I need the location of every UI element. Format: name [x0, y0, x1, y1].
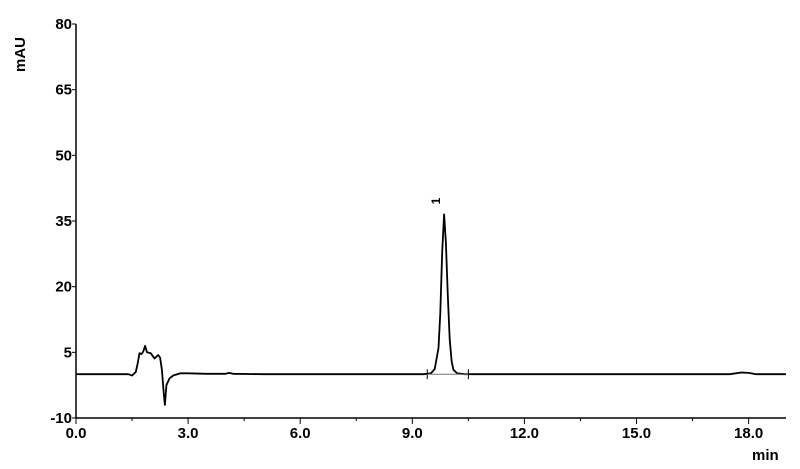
x-tick-label: 15.0: [622, 425, 651, 442]
y-tick-label: 65: [55, 82, 72, 99]
plot-area: 1: [76, 197, 786, 406]
y-tick-label: 5: [64, 344, 72, 361]
axes: [75, 24, 786, 419]
x-tick-label: 12.0: [510, 425, 539, 442]
y-tick-label: 20: [55, 279, 72, 296]
ticks: 0.0 3.0 6.0 9.0 12.0 15.0 18.0 -10 5 20 35 50 65 80: [50, 16, 763, 442]
x-tick-label: 0.0: [66, 425, 87, 442]
y-axis-label: mAU: [12, 37, 29, 72]
peak-label: 1: [429, 197, 443, 204]
y-tick-label: -10: [50, 410, 72, 427]
x-tick-label: 9.0: [402, 425, 423, 442]
y-tick-label: 35: [55, 213, 72, 230]
x-tick-label: 6.0: [290, 425, 311, 442]
x-tick-label: 3.0: [178, 425, 199, 442]
x-axis-label: min: [752, 447, 779, 464]
y-tick-label: 80: [55, 16, 72, 33]
x-tick-label: 18.0: [734, 425, 763, 442]
y-tick-label: 50: [55, 147, 72, 164]
chromatogram-trace: [76, 213, 786, 406]
